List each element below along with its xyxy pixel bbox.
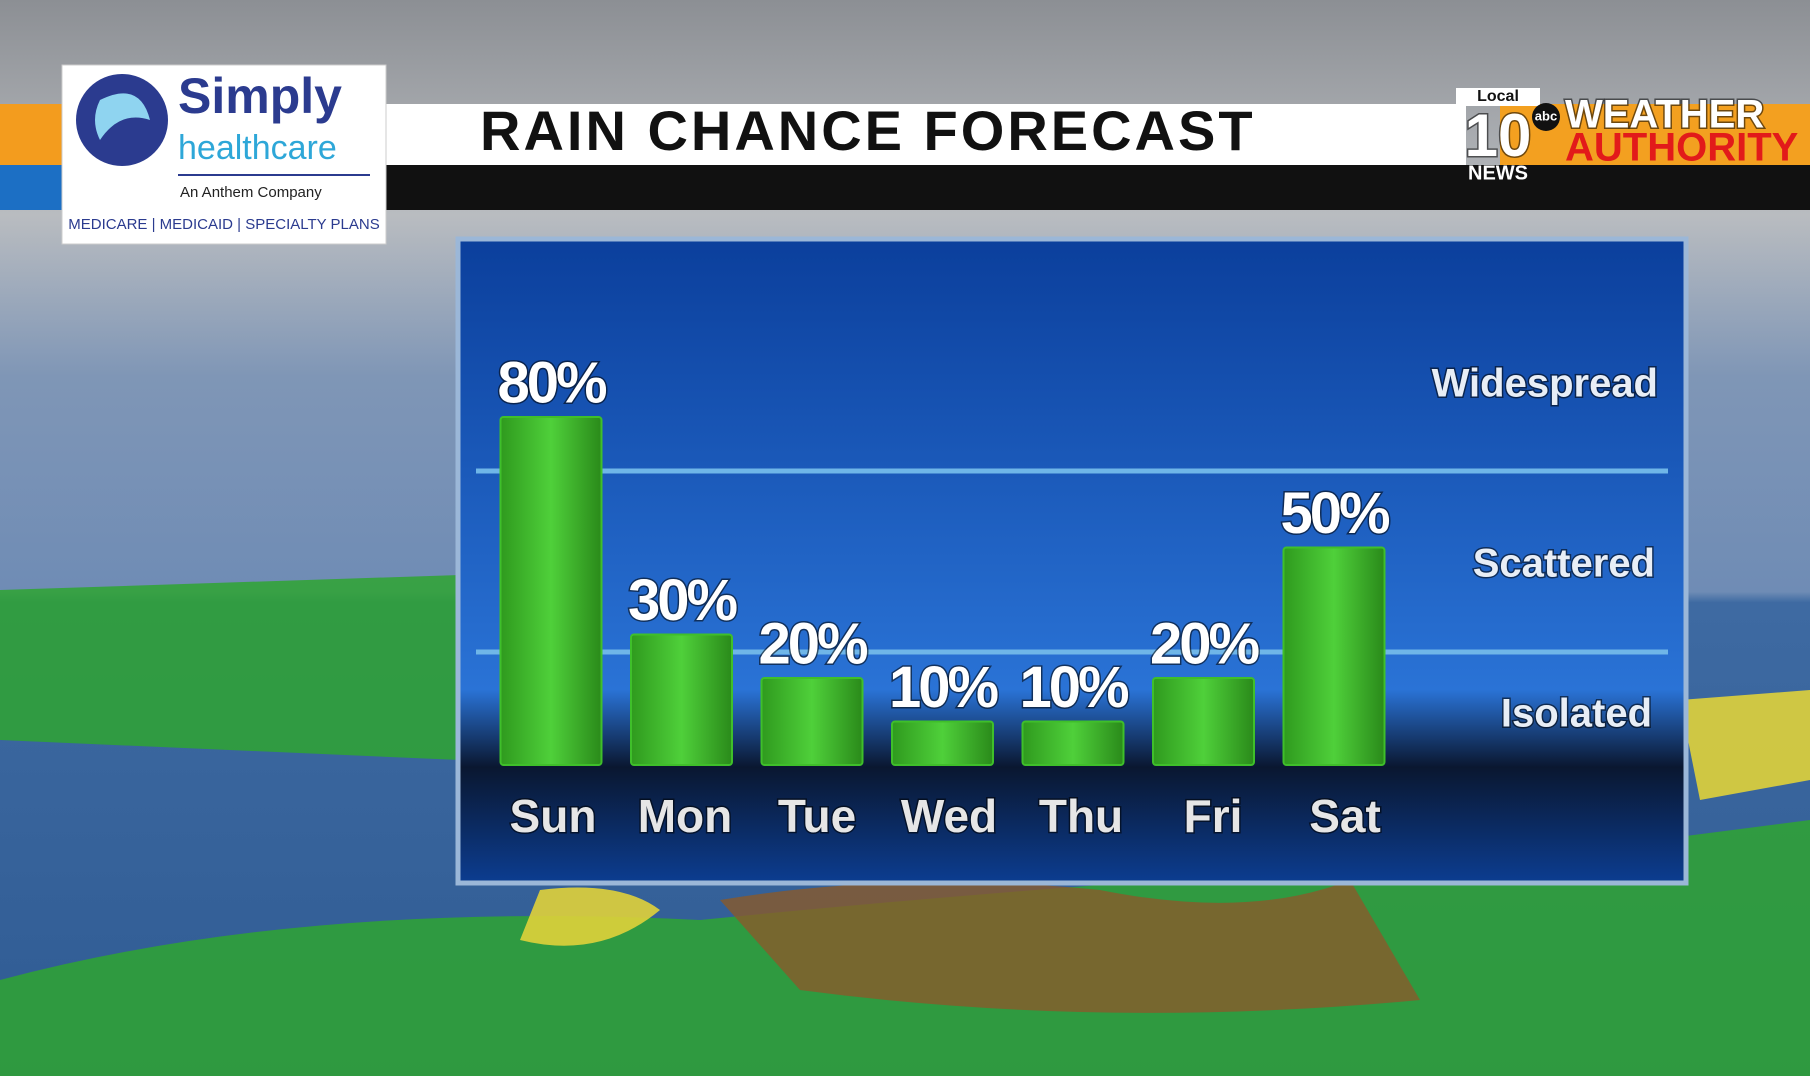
title-bar	[386, 104, 1466, 165]
chart-title: RAIN CHANCE FORECAST	[480, 99, 1256, 162]
sponsor-tagline: An Anthem Company	[180, 184, 322, 201]
bar	[891, 720, 994, 766]
zone-label: Isolated	[1501, 692, 1652, 736]
sponsor-logo-swirl	[95, 93, 150, 140]
banner-accent	[0, 165, 70, 210]
station-number: 10	[1465, 102, 1532, 169]
bar	[630, 633, 733, 766]
value-label: 10%	[889, 655, 999, 720]
value-label: 50%	[1280, 481, 1390, 546]
bar	[499, 416, 603, 766]
bar	[1021, 720, 1125, 766]
land	[720, 880, 1420, 1013]
x-tick-label: Wed	[901, 790, 997, 842]
value-label: 20%	[1150, 611, 1260, 676]
bar	[1152, 677, 1255, 766]
bar	[760, 677, 864, 766]
x-tick-label: Sat	[1309, 790, 1381, 842]
x-tick-label: Thu	[1039, 790, 1123, 842]
station-news: NEWS	[1468, 162, 1528, 184]
banner-accent	[0, 104, 70, 165]
x-tick-label: Sun	[510, 790, 597, 842]
network-logo	[1532, 103, 1560, 131]
chart-panel	[455, 236, 1689, 886]
x-tick-label: Mon	[638, 790, 733, 842]
plot: 80% Sun 30% Mon 20% Tue 10% Wed 10% Thu 20% Fri 50% S…	[496, 349, 1395, 844]
zone-label: Widespread	[1432, 362, 1658, 406]
station-local: Local	[1477, 88, 1519, 105]
zone-label: Scattered	[1473, 542, 1655, 586]
title-underbar	[386, 165, 1810, 210]
value-label: 10%	[1019, 655, 1129, 720]
x-tick-label: Tue	[778, 790, 856, 842]
x-tick-label: Fri	[1184, 790, 1243, 842]
sponsor-name: healthcare	[178, 129, 337, 167]
value-label: 30%	[628, 568, 738, 633]
value-label: 80%	[497, 350, 607, 415]
value-label: 20%	[758, 611, 868, 676]
network: abc	[1535, 108, 1557, 123]
sponsor-name: Simply	[178, 68, 342, 124]
sponsor-plans: MEDICARE | MEDICAID | SPECIALTY PLANS	[68, 216, 379, 233]
brand-authority: AUTHORITY	[1565, 126, 1799, 170]
station-local-box	[1456, 88, 1540, 106]
brand-weather: WEATHER	[1565, 93, 1764, 137]
bar	[1282, 546, 1386, 766]
